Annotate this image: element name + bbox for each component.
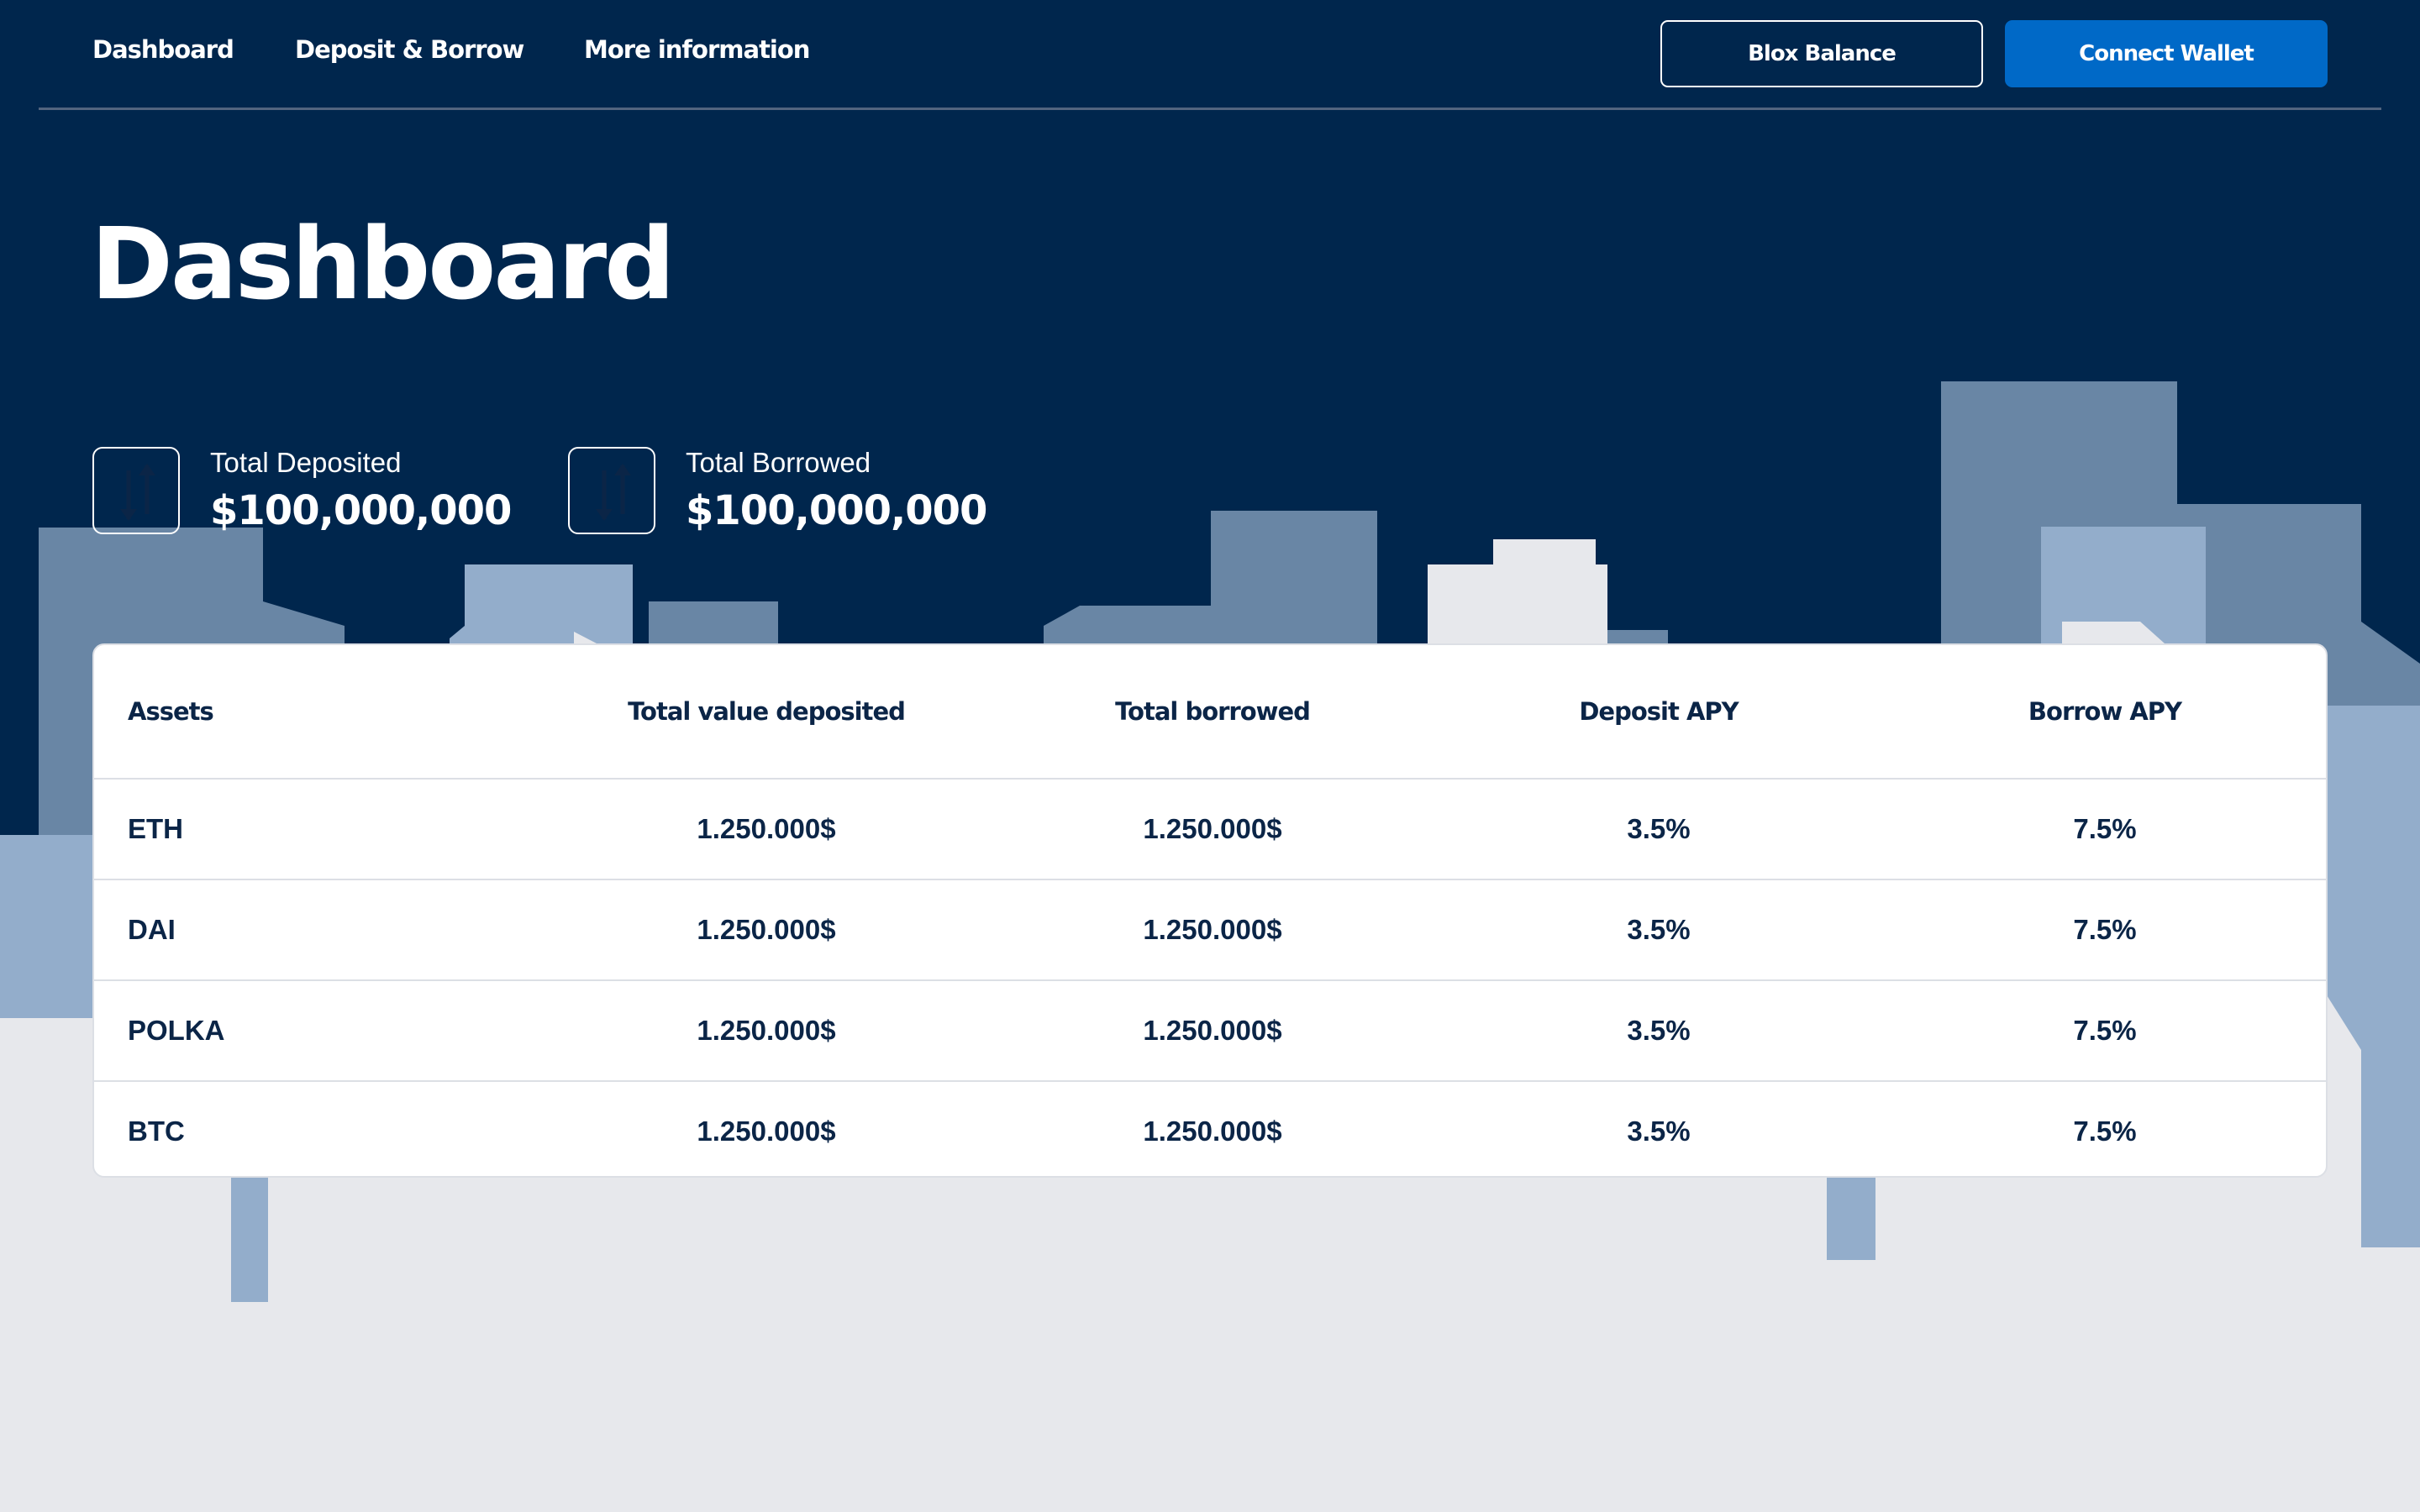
total-value-deposited: 1.250.000$ [697,1116,836,1147]
total-borrowed: 1.250.000$ [1143,914,1282,945]
asset-name: BTC [128,1116,185,1147]
borrow-apy: 7.5% [2073,1015,2137,1046]
nav-link-dashboard[interactable]: Dashboard [92,35,234,64]
deposit-apy: 3.5% [1627,813,1691,844]
stat-value: $100,000,000 [210,487,512,534]
borrow-apy: 7.5% [2073,1116,2137,1147]
stat-value: $100,000,000 [686,487,987,534]
table-row[interactable]: ETH 1.250.000$ 1.250.000$ 3.5% 7.5% [94,780,2326,880]
column-header-total-borrowed: Total borrowed [1115,697,1311,726]
asset-name: ETH [128,813,183,844]
top-navigation: Dashboard Deposit & Borrow More informat… [0,0,2420,110]
blox-balance-button[interactable]: Blox Balance [1660,20,1983,87]
asset-name: POLKA [128,1015,225,1046]
up-down-arrows-icon [568,447,655,534]
borrow-apy: 7.5% [2073,914,2137,945]
table-row[interactable]: DAI 1.250.000$ 1.250.000$ 3.5% 7.5% [94,880,2326,981]
total-borrowed: 1.250.000$ [1143,813,1282,844]
stat-total-borrowed: Total Borrowed $100,000,000 [568,447,1005,538]
table-header: Assets Total value deposited Total borro… [94,645,2326,780]
stat-label: Total Borrowed [686,447,871,478]
up-down-arrows-icon [92,447,180,534]
borrow-apy: 7.5% [2073,813,2137,844]
table-row[interactable]: POLKA 1.250.000$ 1.250.000$ 3.5% 7.5% [94,981,2326,1082]
nav-link-deposit-borrow[interactable]: Deposit & Borrow [295,35,524,64]
deposit-apy: 3.5% [1627,914,1691,945]
column-header-assets: Assets [128,697,214,726]
stat-label: Total Deposited [210,447,402,478]
column-header-borrow-apy: Borrow APY [2028,697,2182,726]
stat-total-deposited: Total Deposited $100,000,000 [92,447,529,538]
total-value-deposited: 1.250.000$ [697,813,836,844]
deposit-apy: 3.5% [1627,1015,1691,1046]
column-header-total-value-deposited: Total value deposited [628,697,906,726]
nav-link-more-information[interactable]: More information [584,35,810,64]
deposit-apy: 3.5% [1627,1116,1691,1147]
page-title: Dashboard [91,206,676,322]
nav-divider [39,108,2381,110]
total-borrowed: 1.250.000$ [1143,1116,1282,1147]
table-row[interactable]: BTC 1.250.000$ 1.250.000$ 3.5% 7.5% [94,1082,2326,1176]
total-value-deposited: 1.250.000$ [697,1015,836,1046]
total-value-deposited: 1.250.000$ [697,914,836,945]
column-header-deposit-apy: Deposit APY [1579,697,1739,726]
asset-name: DAI [128,914,176,945]
assets-table: Assets Total value deposited Total borro… [92,643,2328,1178]
connect-wallet-button[interactable]: Connect Wallet [2005,20,2328,87]
total-borrowed: 1.250.000$ [1143,1015,1282,1046]
